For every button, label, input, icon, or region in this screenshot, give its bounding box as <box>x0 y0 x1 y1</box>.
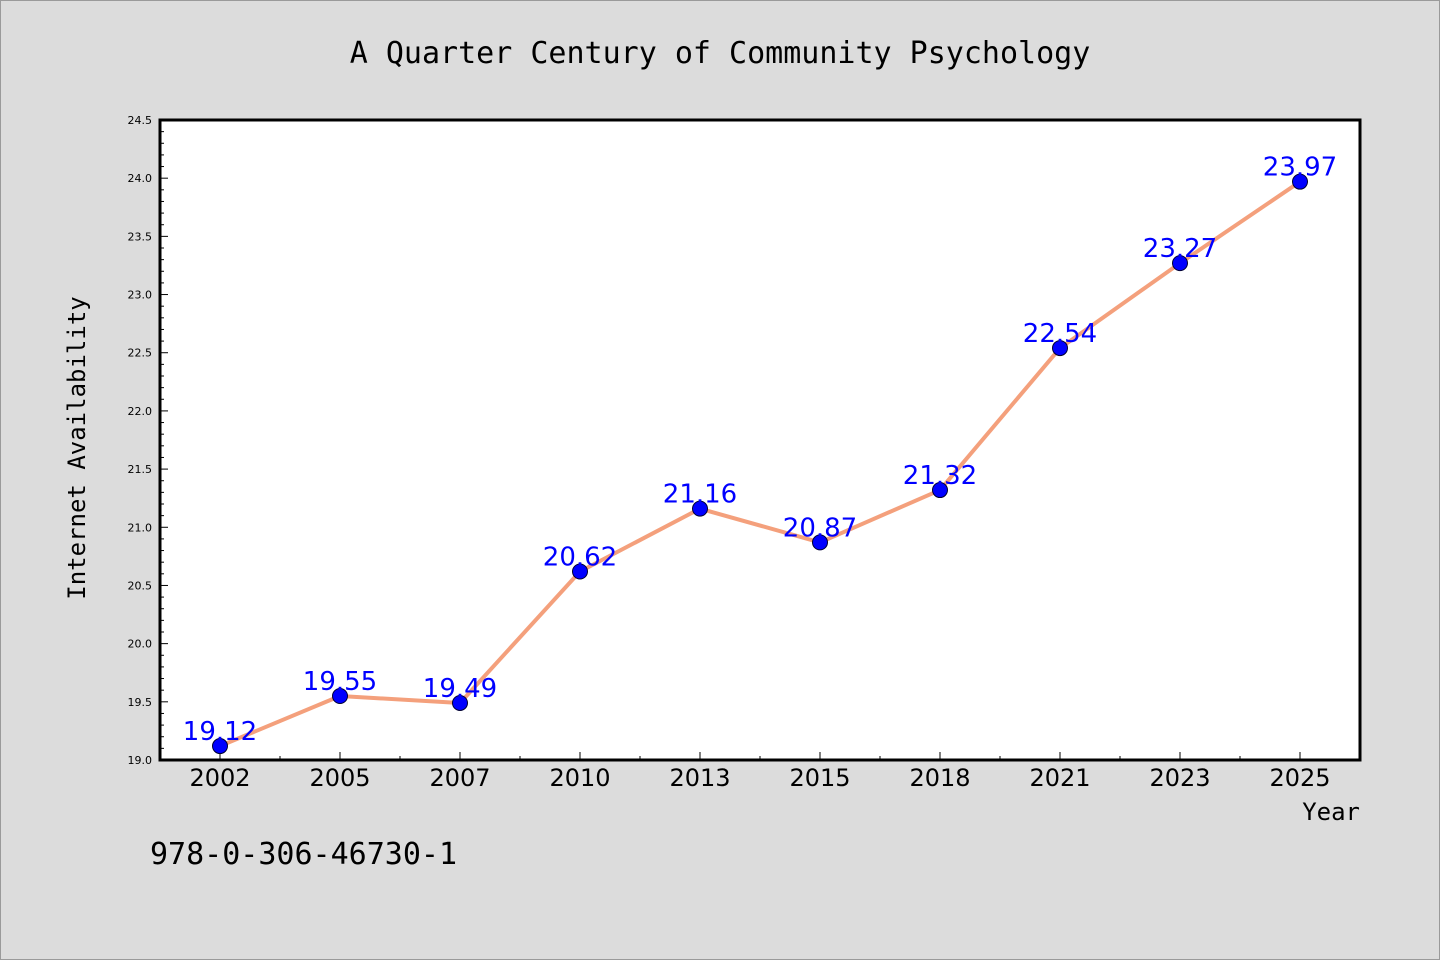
data-label: 23.27 <box>1143 234 1217 264</box>
x-tick-label: 2018 <box>909 764 970 792</box>
data-point-marker <box>1052 340 1068 357</box>
y-tick-label: 24.0 <box>128 172 153 185</box>
data-point-marker <box>572 563 588 580</box>
data-point-marker <box>1172 255 1188 272</box>
data-point-marker <box>1292 173 1308 190</box>
data-labels: 19.12 19.55 19.49 20.62 21.16 20.87 21.32 22.54… <box>183 153 1337 747</box>
data-label: 22.54 <box>1023 319 1097 349</box>
y-tick-label: 22.5 <box>128 347 153 360</box>
data-label: 19.49 <box>423 674 497 704</box>
data-point-marker <box>932 482 948 499</box>
x-tick-label: 2013 <box>669 764 730 792</box>
x-axis-label: Year <box>1302 798 1360 826</box>
plot-area <box>158 118 1362 762</box>
y-axis-label: Internet Availability <box>63 296 91 599</box>
data-label: 21.16 <box>663 480 737 510</box>
y-tick-label: 20.0 <box>128 638 153 651</box>
y-tick-label: 23.5 <box>128 230 153 243</box>
data-point-marker <box>812 534 828 551</box>
y-tick-label: 20.5 <box>128 579 153 592</box>
y-tick-label: 22.0 <box>128 405 153 418</box>
data-label: 19.12 <box>183 717 257 747</box>
data-label: 23.97 <box>1263 153 1337 183</box>
x-tick-label: 2015 <box>789 764 850 792</box>
data-markers <box>212 173 1308 755</box>
data-point-marker <box>452 694 468 711</box>
x-tick-label: 2021 <box>1029 764 1090 792</box>
x-tick-label: 2010 <box>549 764 610 792</box>
x-tick-label: 2002 <box>189 764 250 792</box>
y-tick-label: 19.5 <box>128 696 153 709</box>
x-tick-label: 2023 <box>1149 764 1210 792</box>
series-line <box>218 179 1302 749</box>
x-tick-label: 2007 <box>429 764 490 792</box>
y-tick-label: 21.0 <box>128 521 153 534</box>
data-point-marker <box>332 688 348 704</box>
y-tick-label: 23.0 <box>128 289 153 302</box>
x-tick-label: 2005 <box>309 764 370 792</box>
series-line-group <box>218 179 1302 749</box>
data-label: 20.87 <box>783 513 857 543</box>
y-tick-label: 24.5 <box>128 114 153 127</box>
x-tick-label: 2025 <box>1269 764 1330 792</box>
data-label: 21.32 <box>903 461 977 491</box>
data-label: 20.62 <box>543 542 617 572</box>
data-point-marker <box>692 500 708 517</box>
chart-title: A Quarter Century of Community Psycholog… <box>350 36 1091 71</box>
y-axis: 19.0 19.5 20.0 20.5 21.0 21.5 22.0 22.5 23.0 23.5… <box>128 114 168 767</box>
data-label: 19.55 <box>303 667 377 697</box>
y-tick-label: 21.5 <box>128 463 153 476</box>
footnote-isbn: 978-0-306-46730-1 <box>150 837 457 872</box>
data-point-marker <box>212 738 228 755</box>
x-axis: 2002 2005 2007 2010 2013 2015 2018 2021 2023 2025 <box>189 752 1331 792</box>
y-tick-label: 19.0 <box>128 754 153 767</box>
